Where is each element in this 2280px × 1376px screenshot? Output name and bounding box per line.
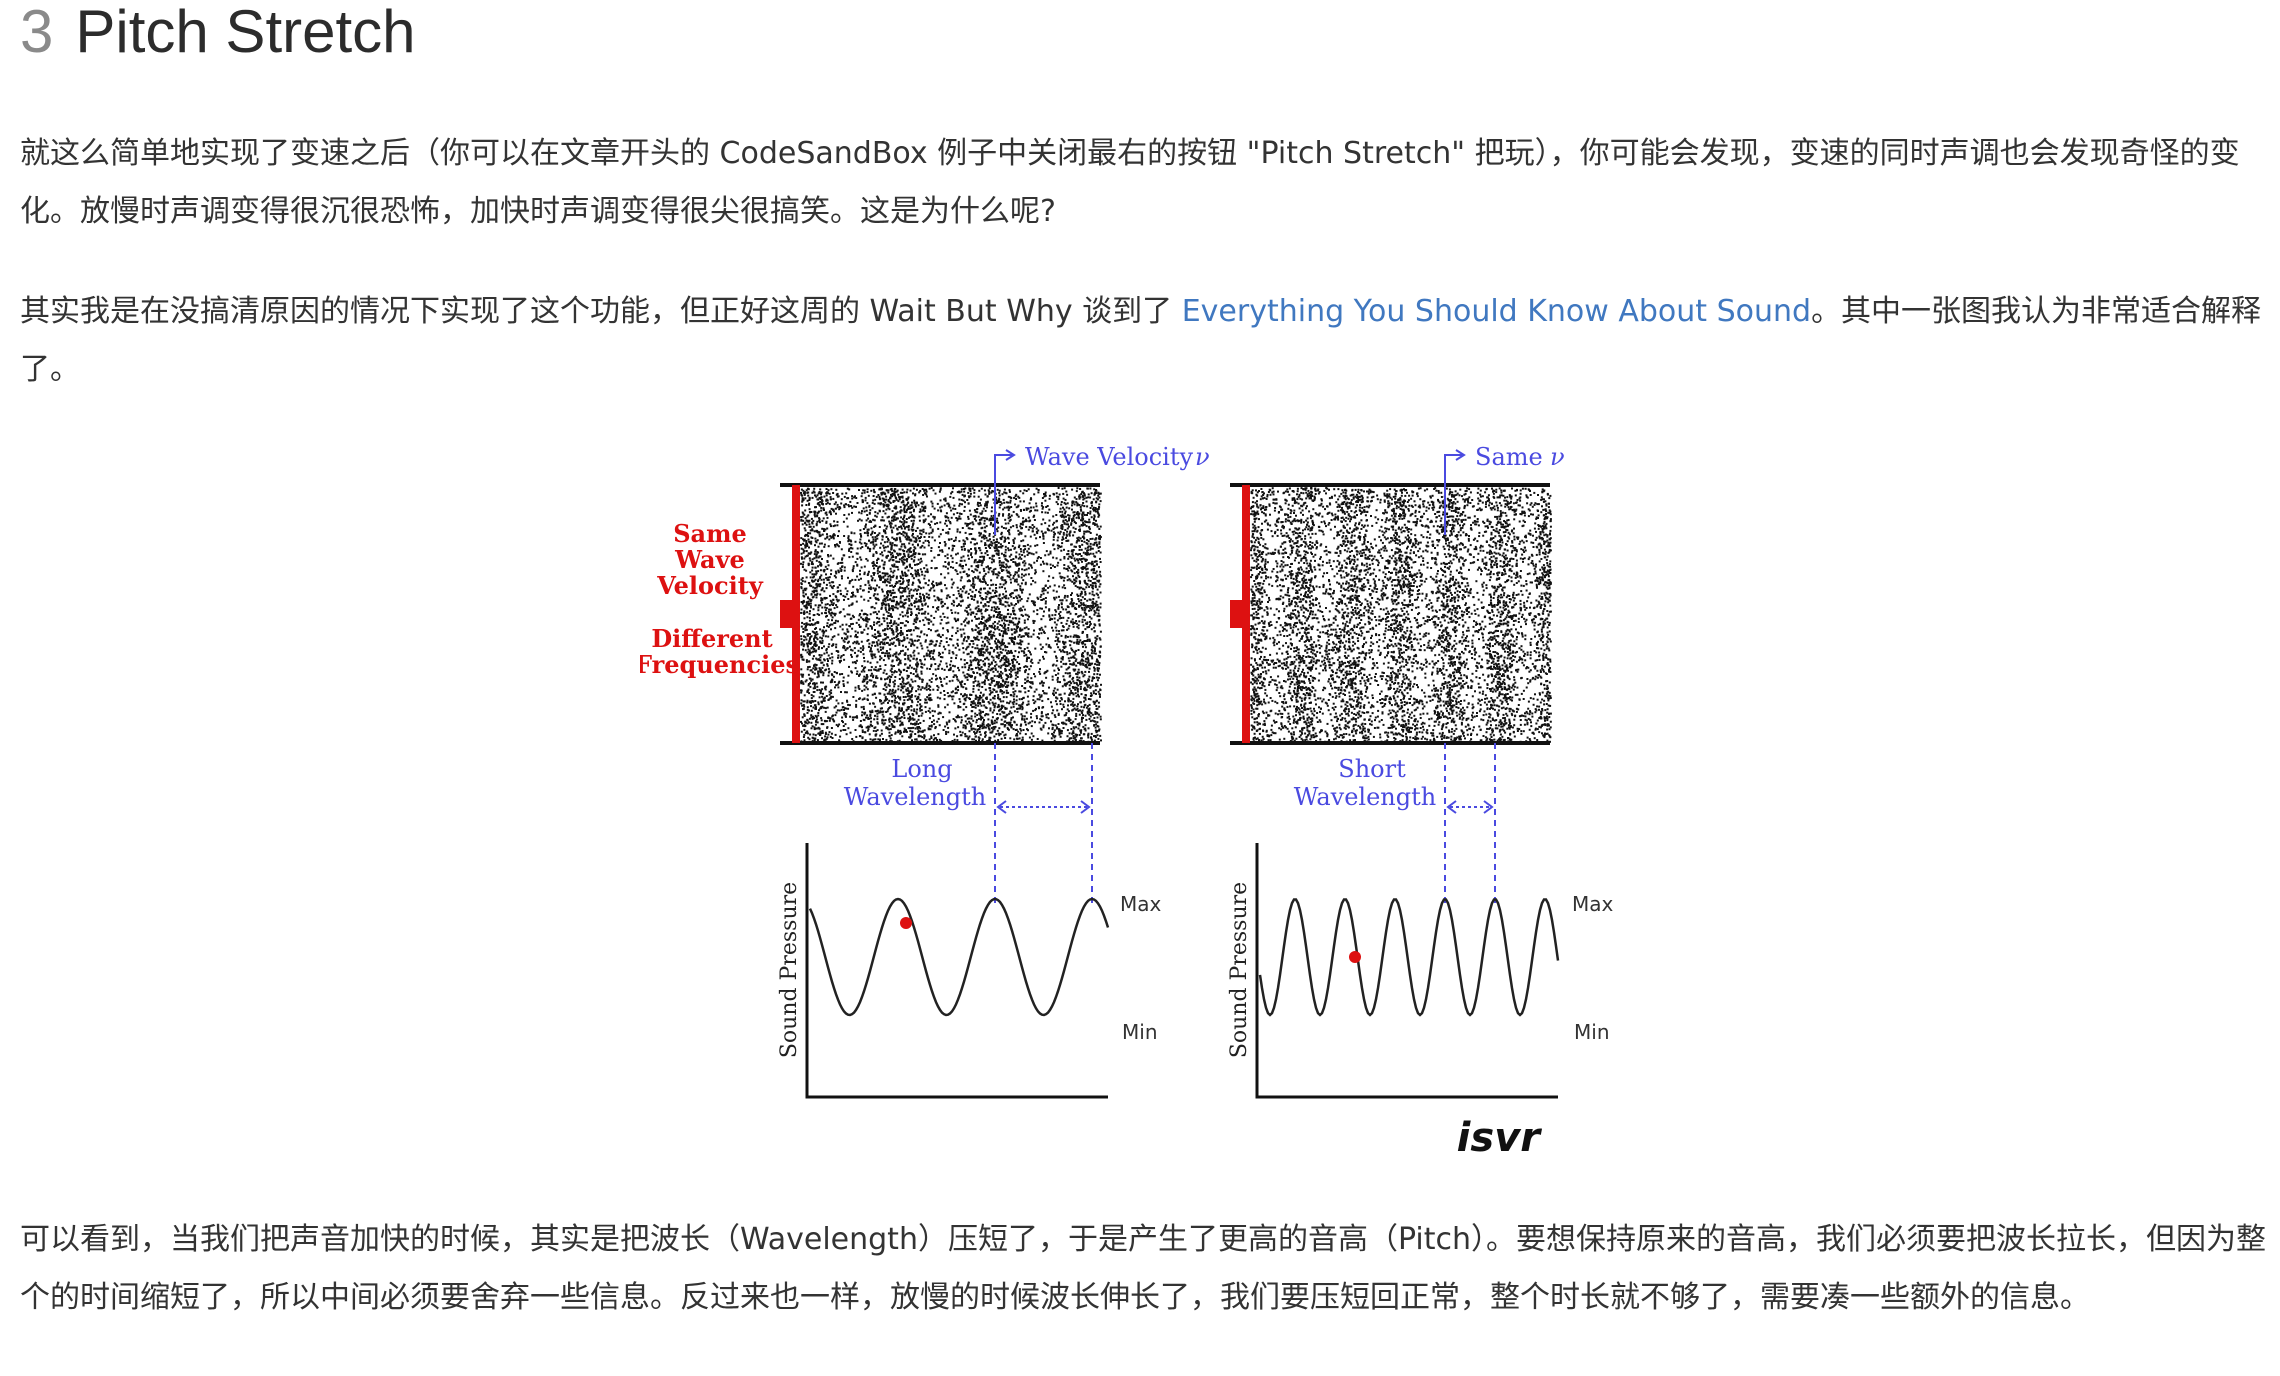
left-wave-marker [900,917,912,929]
paragraph-3: 可以看到，当我们把声音加快的时候，其实是把波长（Wavelength）压短了，于… [20,1222,2266,1315]
right-sound-wave [1258,898,1560,1017]
right-y-axis-label: Sound Pressure [1227,882,1252,1058]
side-label-same: Same [673,519,747,548]
right-velocity-arrow [1444,449,1466,535]
section-number: 3 [20,0,54,65]
y-axis-labels: Sound Pressure Sound Pressure [777,882,1252,1058]
section-heading: 3 Pitch Stretch [20,0,416,64]
graph-axes [805,843,1558,1099]
side-labels: Same Wave Velocity Different Frequencies [640,519,799,679]
right-wavelength-line2: Wavelength [1294,783,1436,811]
left-velocity-label: Wave Velocity [1025,443,1194,471]
wavelength-guides [994,743,1496,905]
right-wavelength-line1: Short [1338,755,1406,783]
paragraph-2: 其实我是在没搞清原因的情况下实现了这个功能，但正好这周的 Wait But Wh… [20,283,2270,399]
paragraph-2-text-before: 其实我是在没搞清原因的情况下实现了这个功能，但正好这周的 Wait But Wh… [20,294,1182,329]
right-min-label: Min [1574,1020,1610,1044]
left-wavelength-line1: Long [891,755,952,783]
right-velocity-symbol: ν [1550,443,1565,471]
left-max-label: Max [1120,892,1162,916]
side-label-different: Different [651,624,772,653]
side-label-velocity: Velocity [656,571,764,600]
paragraph-1: 就这么简单地实现了变速之后（你可以在文章开头的 CodeSandBox 例子中关… [20,136,2240,229]
left-wavelength-line2: Wavelength [844,783,986,811]
sound-wave-figure: Wave Velocity ν Same ν Same Wave Velocit… [640,425,1640,1165]
left-velocity-symbol: ν [1195,443,1210,471]
sound-article-link[interactable]: Everything You Should Know About Sound [1181,294,1812,329]
right-max-label: Max [1572,892,1614,916]
left-min-label: Min [1122,1020,1158,1044]
left-noise-box [780,483,1102,745]
left-velocity-arrow [994,449,1016,535]
right-wave-marker [1349,951,1361,963]
wavelength-arrowheads [996,800,1494,814]
left-y-axis-label: Sound Pressure [777,882,802,1058]
paragraph-2-text-after: 。其中一张图我认为非常适合解释了。 [20,294,2262,387]
side-label-frequencies: Frequencies [640,650,799,679]
isvr-logo: isvr [1457,1115,1543,1161]
wavelength-diagram: Wave Velocity ν Same ν Same Wave Velocit… [640,443,1614,1161]
section-title: Pitch Stretch [75,0,416,65]
left-sound-wave [808,897,1110,1017]
side-label-wave: Wave [674,545,745,574]
right-noise-box [1230,483,1552,745]
wavelength-labels: Long Wavelength Short Wavelength [844,755,1436,811]
max-min-labels: Max Min Max Min [1120,892,1614,1044]
right-velocity-label: Same [1475,443,1543,471]
